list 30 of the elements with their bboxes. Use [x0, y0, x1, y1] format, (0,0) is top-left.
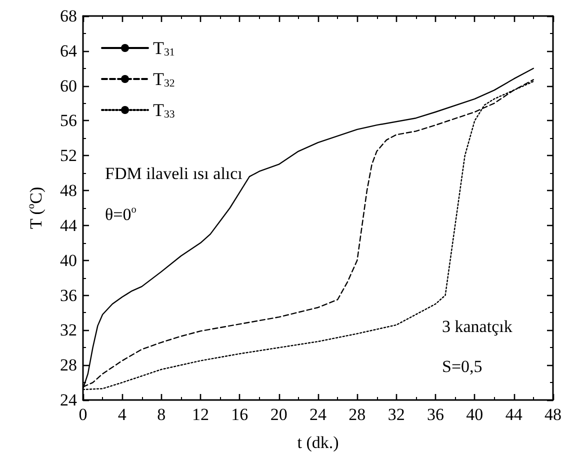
y-tick-label: 40: [60, 250, 77, 270]
y-tick-label: 56: [60, 111, 77, 130]
x-tick-label: 0: [78, 405, 88, 424]
x-tick-label: 48: [544, 405, 562, 424]
annotation: FDM ilaveli ısı alıcı: [105, 164, 243, 183]
annotation: S=0,5: [442, 357, 482, 376]
y-tick-label: 64: [60, 41, 78, 60]
x-tick-label: 12: [192, 405, 209, 424]
y-tick-label: 60: [60, 76, 77, 96]
y-tick-label: 32: [60, 320, 77, 340]
x-tick-label: 16: [231, 405, 248, 424]
x-tick-label: 40: [466, 405, 484, 424]
x-tick-label: 32: [388, 405, 405, 424]
y-tick-label: 52: [60, 146, 77, 166]
y-tick-label: 68: [60, 6, 77, 26]
y-tick-label: 48: [60, 181, 77, 200]
y-axis-title: T (oC): [26, 186, 46, 230]
y-tick-label: 24: [60, 390, 78, 410]
y-tick-label: 28: [60, 356, 77, 375]
annotation: 3 kanatçık: [442, 317, 513, 336]
x-tick-label: 4: [118, 405, 127, 424]
x-tick-label: 28: [348, 405, 366, 424]
x-tick-label: 44: [505, 405, 523, 424]
x-tick-label: 36: [427, 405, 444, 424]
x-axis-title: t (dk.): [297, 433, 339, 452]
y-tick-label: 36: [60, 286, 77, 305]
x-tick-label: 8: [157, 405, 166, 424]
x-tick-label: 20: [270, 405, 288, 424]
x-tick-label: 24: [310, 405, 327, 424]
y-tick-label: 44: [60, 216, 78, 235]
